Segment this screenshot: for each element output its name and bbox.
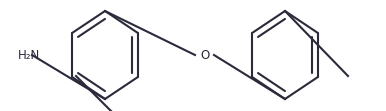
Text: O: O: [200, 49, 210, 61]
Text: H₂N: H₂N: [18, 49, 40, 61]
